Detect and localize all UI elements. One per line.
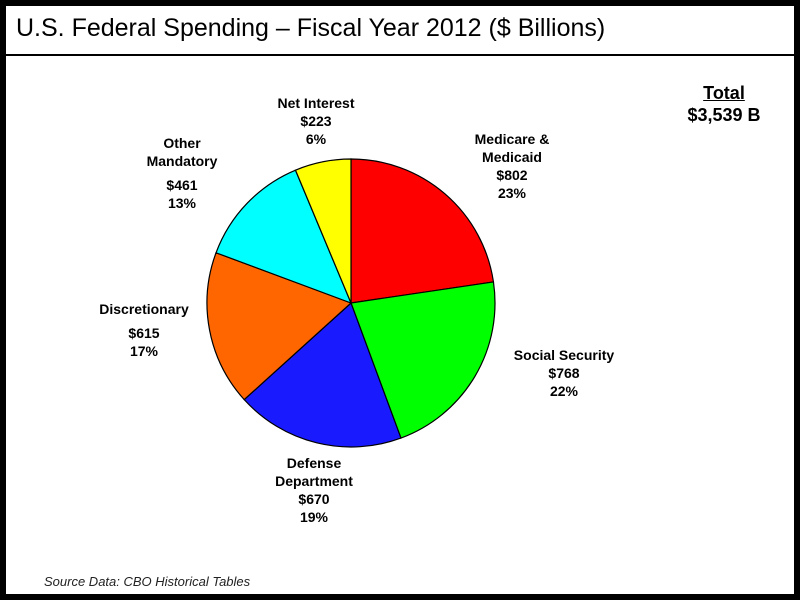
title-bar: U.S. Federal Spending – Fiscal Year 2012… — [6, 6, 794, 56]
slice-defense-department — [243, 301, 402, 448]
pie-chart — [206, 158, 496, 448]
label-other-mandatory: Other Mandatory $461 13% — [146, 135, 218, 211]
slice-discretionary — [206, 251, 353, 401]
chart-frame: U.S. Federal Spending – Fiscal Year 2012… — [4, 4, 796, 596]
chart-title: U.S. Federal Spending – Fiscal Year 2012… — [16, 14, 606, 42]
label-discretionary: Discretionary $615 17% — [99, 301, 189, 359]
slice-medicare-medicaid — [350, 158, 495, 304]
total-label: Total — [703, 83, 745, 103]
label-net-interest: Net Interest $223 6% — [277, 95, 355, 147]
source-note: Source Data: CBO Historical Tables — [44, 574, 251, 589]
slice-other-mandatory — [215, 169, 353, 305]
label-defense-department: Defense Department $670 19% — [275, 455, 353, 525]
total-box: Total $3,539 B — [687, 82, 760, 126]
label-social-security: Social Security $768 22% — [513, 347, 615, 399]
slice-net-interest — [294, 158, 352, 304]
label-medicare-medicaid: Medicare & Medicaid $802 23% — [474, 131, 550, 201]
total-value: $3,539 B — [687, 105, 761, 125]
